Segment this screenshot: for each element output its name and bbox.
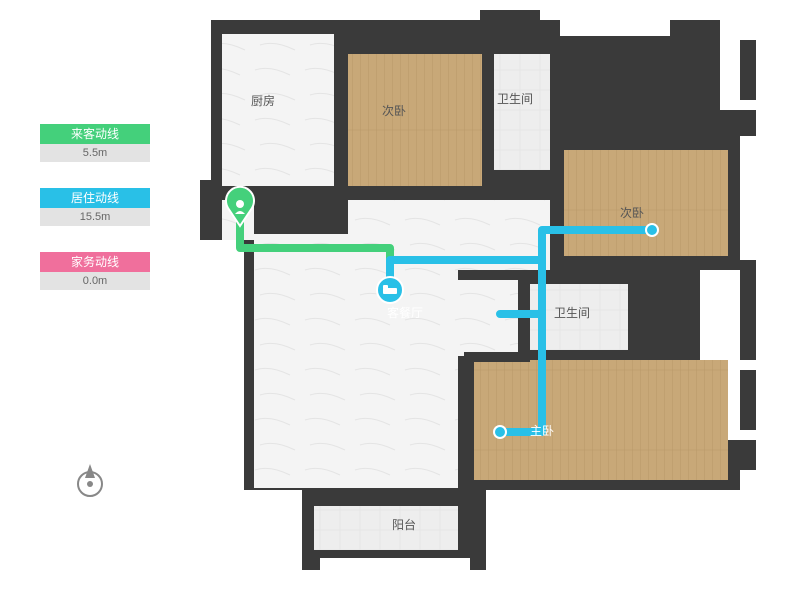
legend-value: 5.5m — [40, 144, 150, 162]
legend-item-guest: 来客动线 5.5m — [40, 124, 150, 162]
wall — [458, 270, 526, 280]
room-label: 次卧 — [382, 102, 406, 119]
route-endpoint — [494, 426, 506, 438]
wall — [556, 140, 564, 266]
room-label: 卫生间 — [554, 304, 590, 321]
wall — [486, 48, 494, 176]
floor-plan: 厨房次卧卫生间次卧卫生间客餐厅主卧阳台 — [200, 10, 760, 590]
room-floor — [474, 360, 728, 480]
legend-label: 来客动线 — [40, 124, 150, 144]
legend-label: 居住动线 — [40, 188, 150, 208]
room-label: 主卧 — [530, 422, 554, 439]
room-label: 卫生间 — [497, 90, 533, 107]
room-floor — [314, 506, 458, 550]
wall — [340, 34, 348, 190]
wall — [634, 278, 700, 288]
legend: 来客动线 5.5m 居住动线 15.5m 家务动线 0.0m — [40, 124, 150, 316]
legend-value: 15.5m — [40, 208, 150, 226]
wall — [348, 190, 550, 200]
room-label: 次卧 — [620, 204, 644, 221]
wall — [307, 493, 462, 503]
legend-value: 0.0m — [40, 272, 150, 290]
room-floor — [348, 54, 482, 186]
wall — [464, 352, 474, 490]
room-floor — [222, 34, 334, 186]
room-label: 厨房 — [251, 92, 275, 109]
floor-plan-svg — [200, 10, 760, 590]
room-label: 客餐厅 — [387, 304, 423, 321]
legend-item-living: 居住动线 15.5m — [40, 188, 150, 226]
room-floor — [494, 54, 550, 170]
legend-label: 家务动线 — [40, 252, 150, 272]
living-start-marker — [377, 277, 403, 303]
room-label: 阳台 — [392, 516, 416, 533]
legend-item-chores: 家务动线 0.0m — [40, 252, 150, 290]
route-endpoint — [646, 224, 658, 236]
wall — [556, 48, 564, 142]
room-floor — [222, 200, 458, 488]
compass-icon — [70, 460, 110, 505]
room-floor — [564, 150, 728, 256]
